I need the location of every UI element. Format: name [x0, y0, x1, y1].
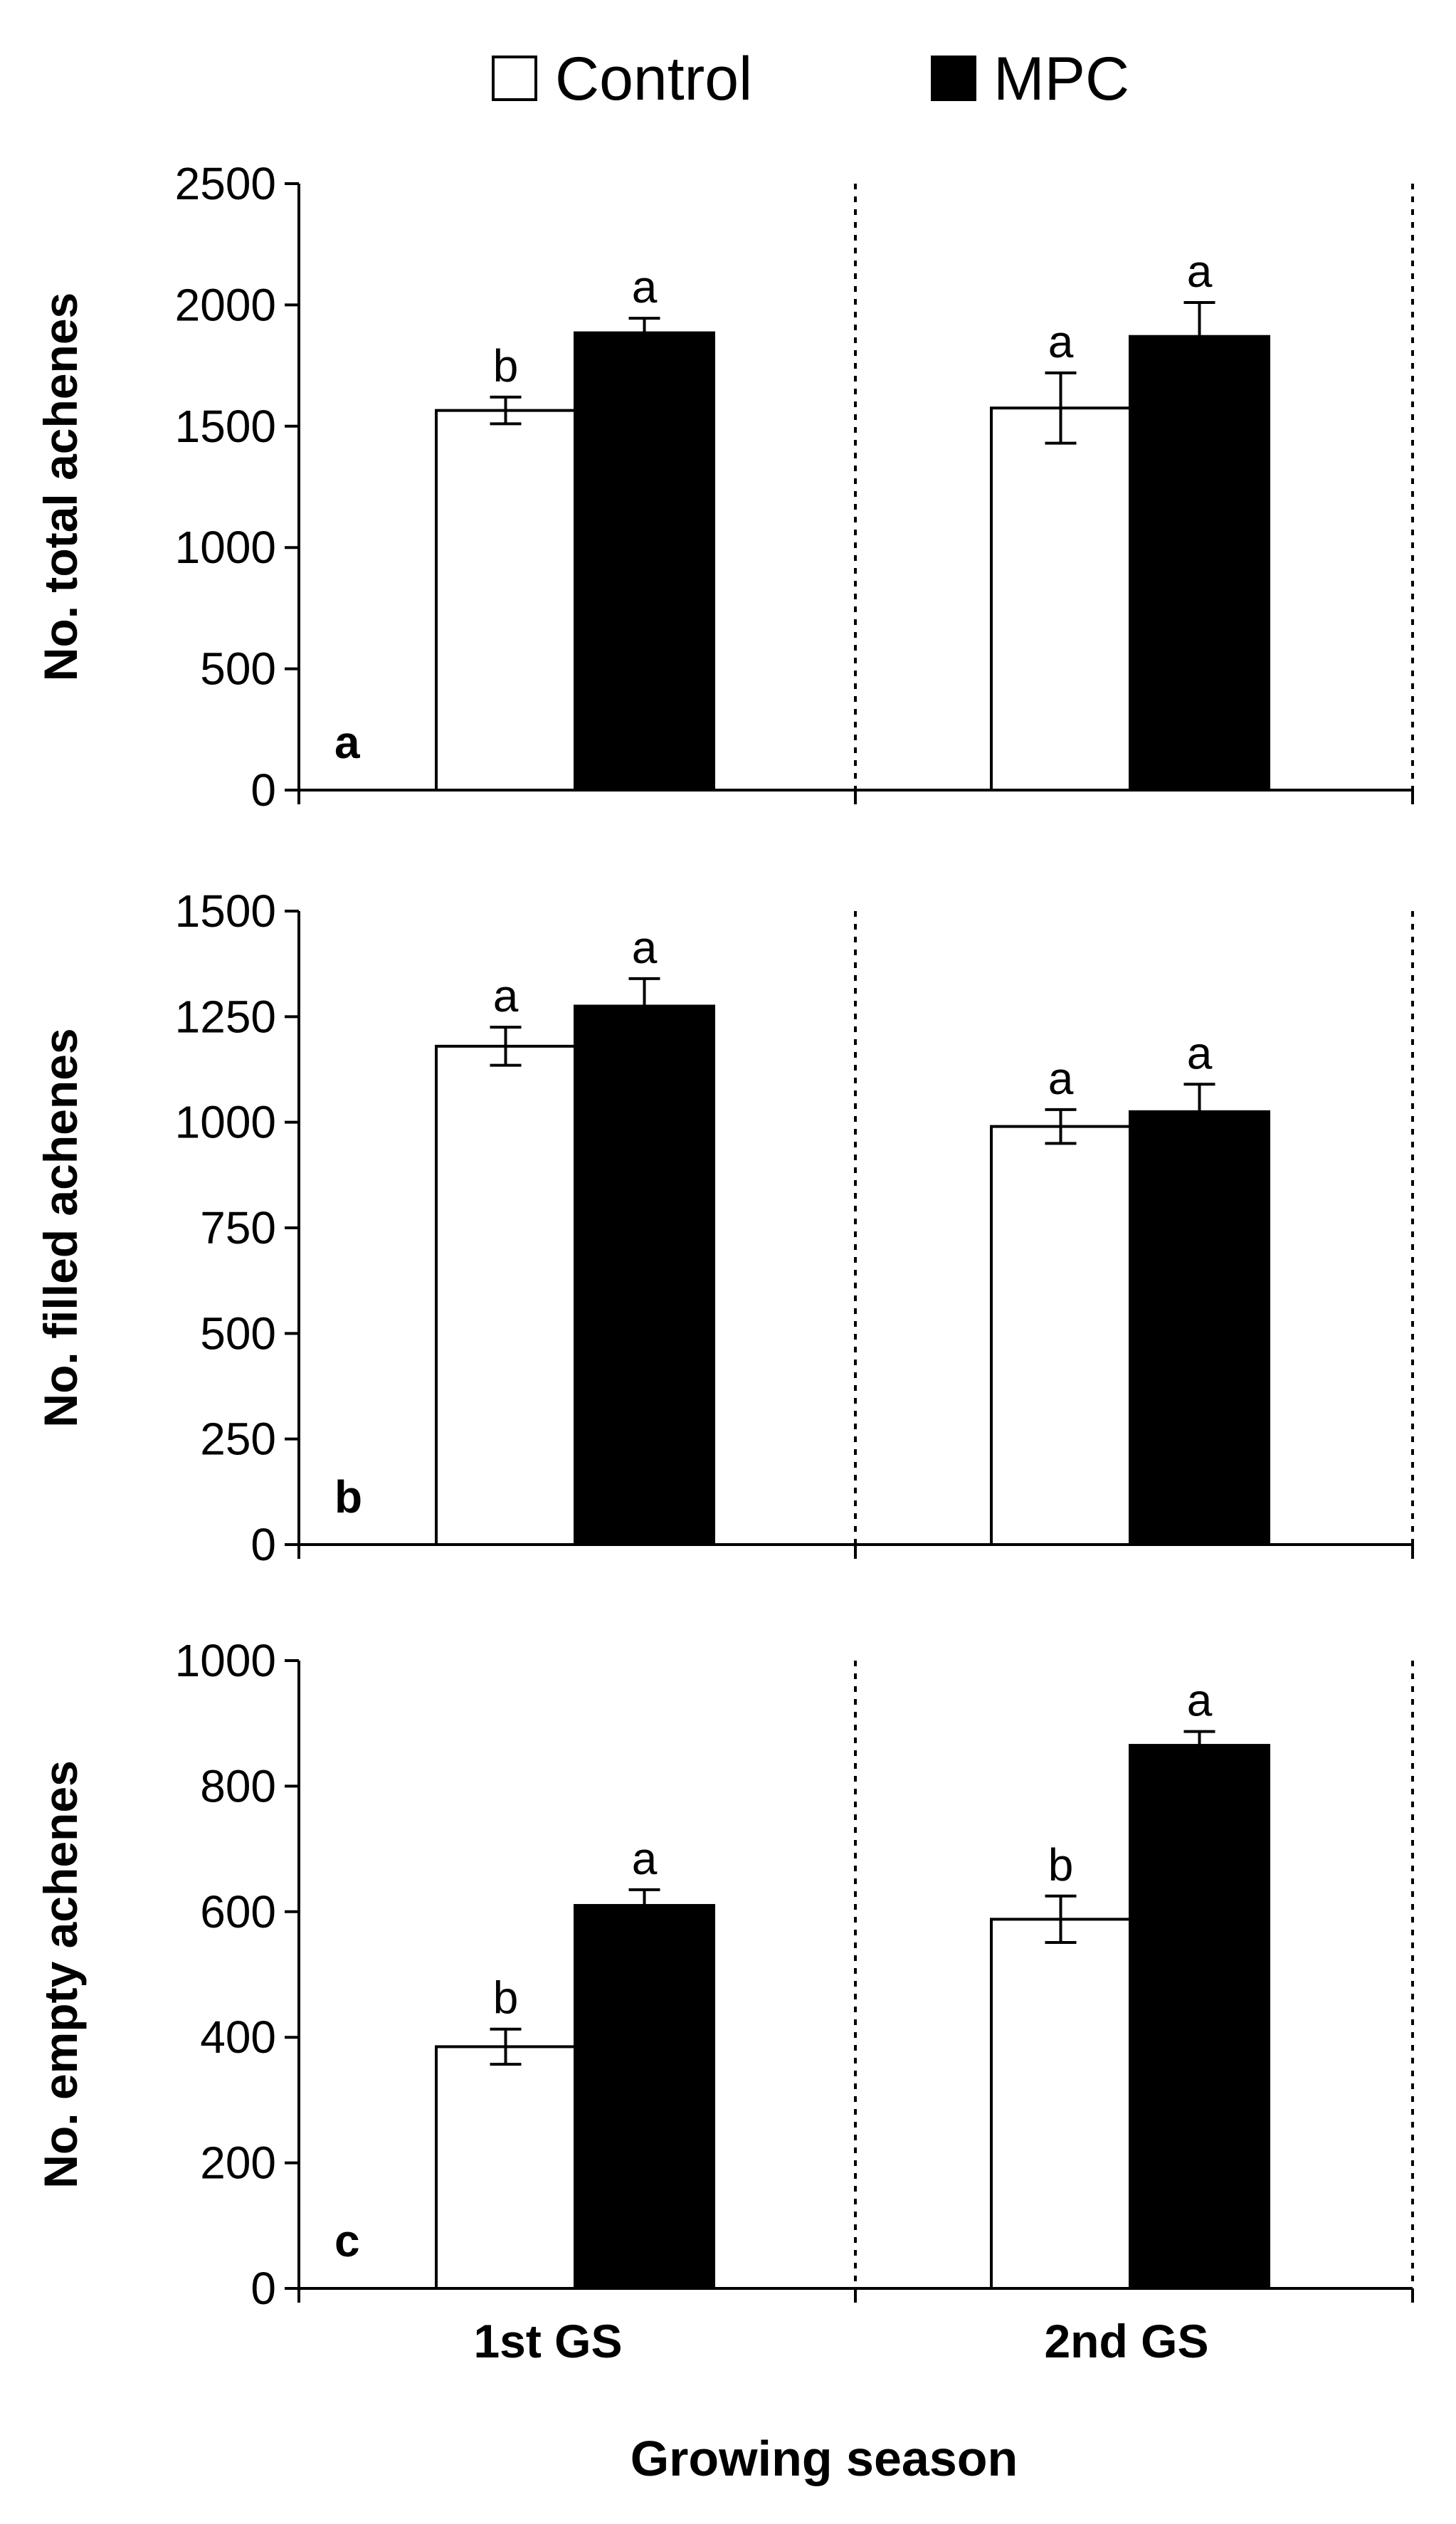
bar-control: [990, 1125, 1131, 1546]
category-label-2nd-gs: 2nd GS: [1044, 2315, 1208, 2367]
bar-mpc: [574, 1903, 715, 2290]
bar-mpc: [1129, 1744, 1270, 2291]
significance-letter: a: [632, 1833, 658, 1884]
significance-letter: a: [632, 261, 658, 312]
x-axis-title: Growing season: [631, 2431, 1018, 2486]
bar-control: [435, 2045, 576, 2290]
category-label-1st-gs: 1st GS: [473, 2315, 622, 2367]
y-tick-label: 500: [200, 643, 276, 695]
significance-letter: a: [1187, 1675, 1213, 1726]
bar-mpc: [574, 331, 715, 792]
significance-letter: a: [1187, 246, 1213, 297]
y-tick-label: 0: [250, 764, 276, 816]
y-tick-label: 1000: [175, 522, 276, 573]
significance-letter: b: [493, 1972, 519, 2024]
legend-label-control: Control: [555, 45, 752, 113]
y-tick-label: 2500: [175, 158, 276, 209]
bar-mpc: [574, 1004, 715, 1546]
y-axis-title: No. empty achenes: [34, 1760, 87, 2189]
significance-letter: a: [632, 922, 658, 973]
legend: Control MPC: [492, 45, 1129, 113]
legend-label-mpc: MPC: [993, 45, 1129, 113]
significance-letter: b: [1048, 1839, 1074, 1891]
legend-swatch-control: [492, 56, 537, 101]
bar-mpc: [1129, 335, 1270, 792]
bar-control: [435, 409, 576, 792]
bar-control: [990, 406, 1131, 792]
y-tick-label: 1500: [175, 401, 276, 452]
y-tick-label: 0: [250, 2263, 276, 2314]
bar-control: [435, 1044, 576, 1547]
panel-empty-achenes: 0 200 400 600 800 1000 No. empty achenes c b b a a: [34, 1635, 1414, 2314]
significance-letter: a: [1048, 1053, 1074, 1104]
y-tick-label: 1000: [175, 1635, 276, 1686]
bar-mpc: [1129, 1110, 1270, 1547]
y-tick-label: 400: [200, 2012, 276, 2063]
y-tick-label: 1000: [175, 1097, 276, 1148]
significance-letter: a: [1048, 316, 1074, 367]
y-tick-label: 200: [200, 2137, 276, 2189]
significance-letter: b: [493, 340, 519, 391]
y-tick-label: 750: [200, 1202, 276, 1253]
y-tick-label: 2000: [175, 279, 276, 330]
y-tick-label: 1250: [175, 991, 276, 1042]
panel-filled-achenes: 0 250 500 750 1000 1250 1500 No. filled achenes…: [34, 885, 1414, 1570]
y-tick-label: 600: [200, 1886, 276, 1937]
significance-letter: a: [1187, 1027, 1213, 1078]
panel-letter: c: [334, 2215, 360, 2266]
y-tick-label: 500: [200, 1308, 276, 1359]
y-tick-label: 1500: [175, 885, 276, 937]
panel-letter: a: [334, 717, 360, 768]
y-axis-title: No. filled achenes: [34, 1028, 87, 1427]
panel-letter: b: [334, 1471, 362, 1523]
y-tick-label: 800: [200, 1760, 276, 1812]
legend-swatch-mpc: [931, 56, 976, 101]
y-tick-label: 0: [250, 1519, 276, 1570]
y-tick-label: 250: [200, 1414, 276, 1465]
bar-control: [990, 1918, 1131, 2291]
y-axis-title: No. total achenes: [34, 293, 87, 681]
significance-letter: a: [493, 970, 519, 1021]
panel-total-achenes: 0 500 1000 1500 2000 2500 No. total achenes a b a…: [34, 158, 1414, 816]
